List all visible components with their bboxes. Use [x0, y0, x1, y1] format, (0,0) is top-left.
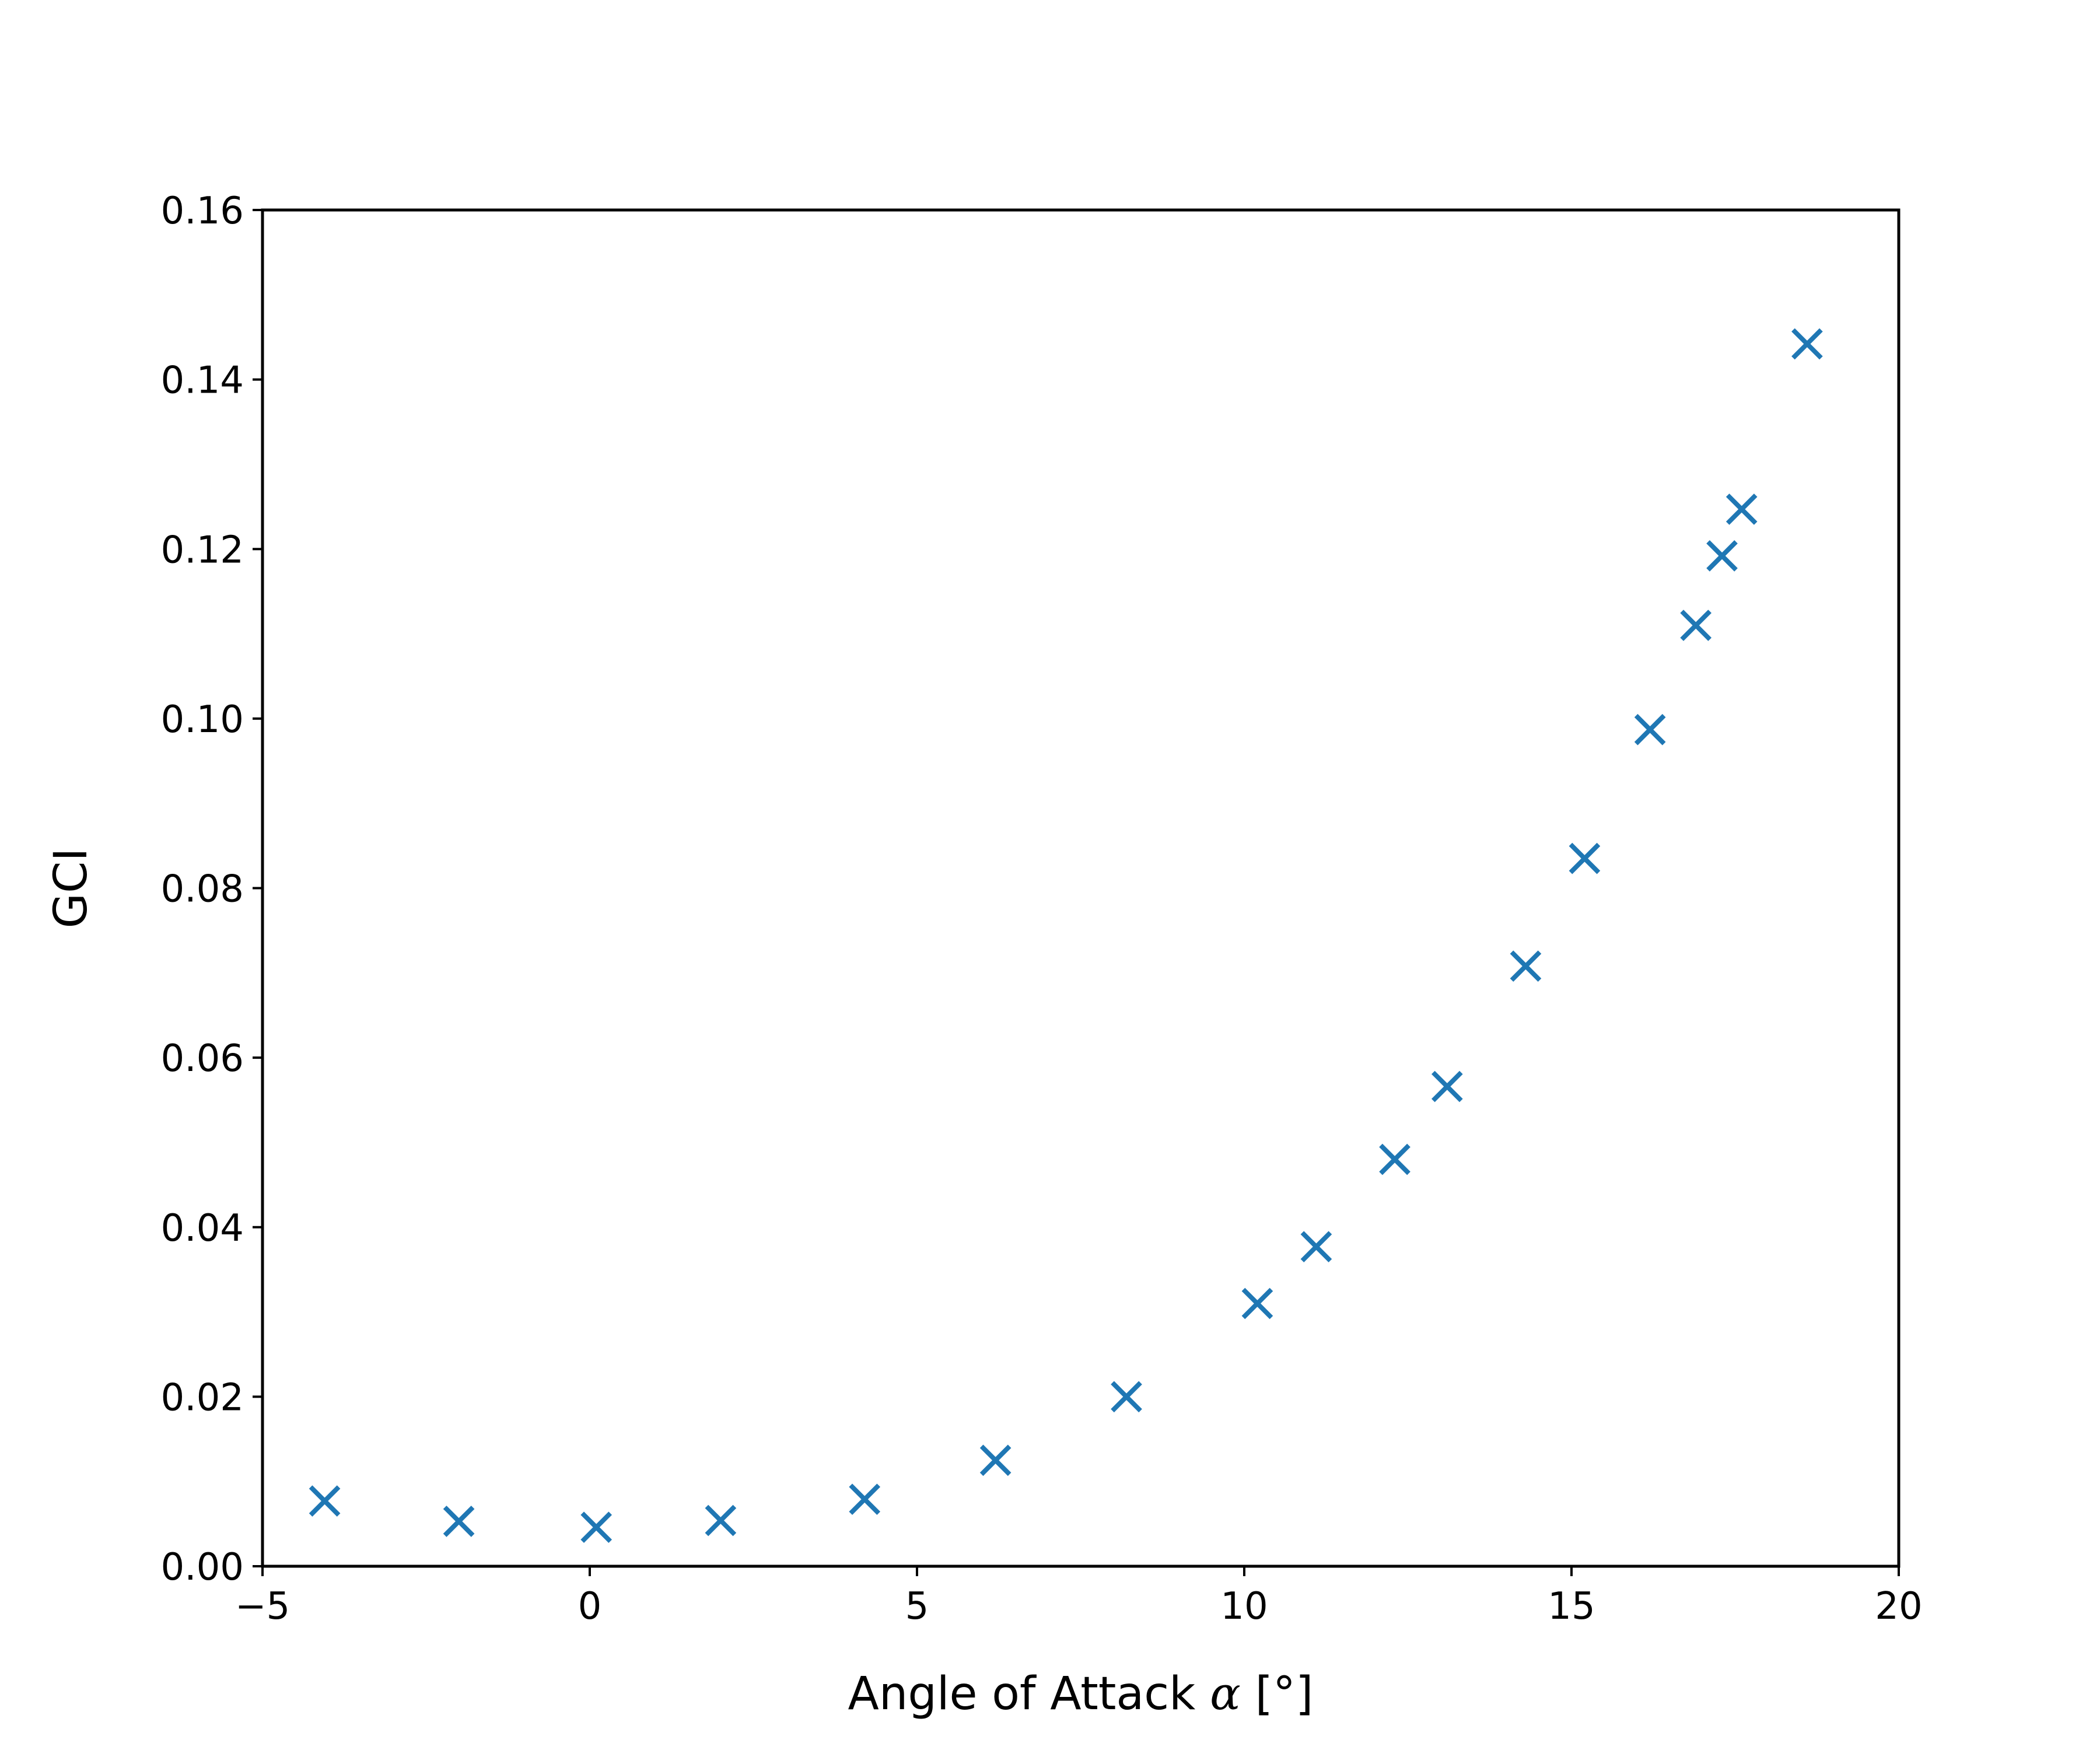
- y-tick-label: 0.02: [161, 1376, 244, 1419]
- axes-frame: [261, 208, 1901, 1568]
- data-point: [1706, 540, 1738, 572]
- y-tick-label: 0.08: [161, 868, 244, 911]
- data-point: [705, 1504, 737, 1536]
- data-point: [309, 1485, 341, 1517]
- plot-area: [309, 328, 1823, 1543]
- x-tick-label: 15: [1548, 1585, 1595, 1628]
- x-axis-label-suffix: [°]: [1241, 1668, 1314, 1720]
- x-axis-label-symbol: α: [1210, 1668, 1241, 1720]
- y-axis: 0.00 0.02 0.04 0.06 0.08 0.10 0.12 0.14 0.16: [161, 190, 262, 1589]
- x-tick-label: 5: [905, 1585, 929, 1628]
- y-tick-label: 0.06: [161, 1037, 244, 1080]
- x-axis: −5 0 5 10 15 20: [235, 1566, 1923, 1628]
- y-tick-label: 0.00: [161, 1546, 244, 1589]
- data-point: [1241, 1287, 1273, 1320]
- data-point: [1111, 1381, 1142, 1413]
- y-tick-label: 0.16: [161, 190, 244, 233]
- data-point: [1510, 950, 1542, 982]
- x-tick-label: 10: [1220, 1585, 1268, 1628]
- data-point: [443, 1506, 475, 1537]
- data-point: [1379, 1143, 1410, 1175]
- x-axis-label-prefix: Angle of Attack: [848, 1668, 1210, 1720]
- data-point: [1569, 842, 1601, 874]
- data-point: [1634, 713, 1666, 746]
- data-point: [1680, 610, 1712, 641]
- data-point: [1791, 328, 1823, 360]
- x-axis-label: Angle of Attack α [°]: [848, 1668, 1314, 1720]
- y-tick-label: 0.14: [161, 359, 244, 402]
- y-tick-label: 0.04: [161, 1207, 244, 1250]
- y-tick-label: 0.12: [161, 528, 244, 572]
- x-tick-label: 0: [578, 1585, 602, 1628]
- y-tick-label: 0.10: [161, 698, 244, 741]
- data-point: [1431, 1070, 1463, 1102]
- x-tick-label: 20: [1875, 1585, 1922, 1628]
- data-point: [979, 1444, 1012, 1476]
- x-tick-label: −5: [235, 1585, 290, 1628]
- data-point: [1726, 494, 1758, 525]
- data-point: [849, 1483, 881, 1516]
- y-axis-label: GCI: [45, 848, 97, 929]
- data-point: [580, 1511, 612, 1543]
- data-point: [1300, 1231, 1332, 1263]
